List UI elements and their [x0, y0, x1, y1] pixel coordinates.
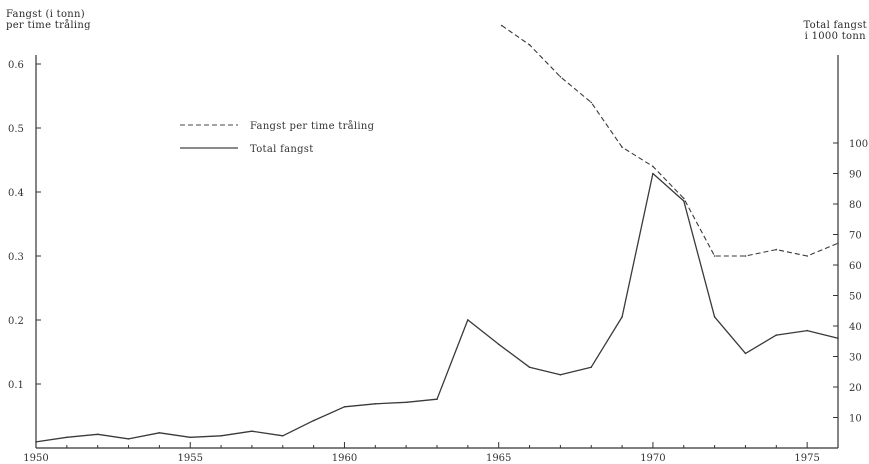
right-y-tick-label-30: 30 — [849, 353, 862, 364]
x-tick-label-1975: 1975 — [794, 453, 819, 464]
series-line-total-fangst — [35, 172, 839, 443]
x-tick-label-1970: 1970 — [640, 453, 665, 464]
point-total-fangst-1960 — [343, 406, 346, 408]
point-fangst-per-time-1975 — [806, 255, 808, 257]
left-y-tick-label-3: 0.4 — [8, 188, 24, 199]
legend: Fangst per time tråling Total fangst — [180, 120, 375, 155]
left-y-tick-label-4: 0.5 — [8, 124, 24, 135]
x-tick-label-1950: 1950 — [23, 453, 48, 464]
right-y-tick-label-90: 90 — [849, 170, 862, 181]
point-total-fangst-1972 — [713, 316, 716, 318]
point-total-fangst-1969 — [621, 316, 623, 318]
left-y-tick-label-0: 0.1 — [8, 380, 24, 391]
point-total-fangst-1970 — [652, 172, 654, 175]
point-fangst-per-time-1970 — [652, 165, 654, 168]
left-y-tick-label-5: 0.6 — [8, 60, 24, 71]
point-fangst-per-time-1965.1 — [501, 24, 503, 27]
point-total-fangst-1955 — [189, 436, 191, 439]
left-y-axis-ticks: 0.1 0.2 0.3 0.4 0.5 0.6 — [8, 60, 41, 391]
right-y-tick-label-100: 100 — [849, 139, 868, 150]
left-y-tick-label-1: 0.2 — [8, 316, 24, 327]
right-y-tick-label-20: 20 — [849, 383, 862, 394]
point-total-fangst-1959 — [312, 419, 315, 422]
point-total-fangst-1957 — [251, 430, 253, 433]
axes — [35, 55, 839, 449]
point-total-fangst-1976 — [837, 337, 839, 340]
point-fangst-per-time-1971 — [683, 197, 685, 200]
point-total-fangst-1973 — [744, 352, 747, 355]
point-fangst-per-time-1968 — [590, 101, 592, 104]
point-total-fangst-1966 — [528, 366, 531, 369]
right-axis-title-line-2: i 1000 tonn — [804, 31, 866, 42]
point-fangst-per-time-1973 — [744, 255, 747, 257]
point-fangst-per-time-1974 — [775, 248, 778, 251]
point-total-fangst-1958 — [282, 435, 284, 437]
left-axis-title-line-1: Fangst (i tonn) — [6, 9, 85, 20]
point-total-fangst-1967 — [559, 374, 562, 376]
point-total-fangst-1952 — [96, 433, 99, 436]
series-layer — [35, 24, 839, 443]
x-tick-label-1955: 1955 — [178, 453, 203, 464]
right-y-tick-label-80: 80 — [849, 200, 862, 211]
point-total-fangst-1964 — [467, 319, 469, 321]
left-axis-title-line-2: per time tråling — [6, 20, 91, 31]
right-y-axis-ticks: 10 20 30 40 50 60 70 80 90 100 — [833, 139, 868, 425]
point-total-fangst-1950 — [35, 441, 37, 443]
legend-label-total-fangst: Total fangst — [250, 144, 314, 155]
point-total-fangst-1968 — [590, 366, 592, 369]
point-fangst-per-time-1972 — [713, 255, 716, 257]
x-axis-ticks: 1950 1955 1960 1965 1970 1975 — [23, 442, 839, 464]
point-fangst-per-time-1976 — [837, 242, 839, 244]
right-y-tick-label-60: 60 — [849, 261, 862, 272]
x-tick-label-1965: 1965 — [486, 453, 511, 464]
point-total-fangst-1961 — [374, 403, 377, 405]
point-total-fangst-1975 — [806, 329, 808, 332]
right-axis-title: Total fangst i 1000 tonn — [803, 20, 867, 42]
point-total-fangst-1953 — [127, 438, 130, 440]
right-y-tick-label-50: 50 — [849, 292, 862, 303]
right-y-tick-label-40: 40 — [849, 322, 862, 333]
point-total-fangst-1965 — [497, 343, 500, 346]
left-y-tick-label-2: 0.3 — [8, 252, 24, 263]
series-line-fangst-per-time — [501, 25, 839, 257]
point-total-fangst-1974 — [775, 334, 778, 336]
point-fangst-per-time-1969 — [621, 146, 623, 148]
right-axis-title-line-1: Total fangst — [803, 20, 867, 31]
x-tick-label-1960: 1960 — [332, 453, 357, 464]
point-total-fangst-1951 — [66, 436, 68, 439]
point-fangst-per-time-1967 — [559, 76, 562, 78]
legend-label-fangst-per-time: Fangst per time tråling — [250, 120, 375, 132]
point-total-fangst-1971 — [683, 200, 685, 202]
point-total-fangst-1963 — [436, 398, 438, 401]
right-y-tick-label-10: 10 — [849, 414, 862, 425]
left-axis-title: Fangst (i tonn) per time tråling — [6, 9, 91, 31]
right-y-tick-label-70: 70 — [849, 231, 862, 242]
point-total-fangst-1954 — [158, 432, 161, 434]
point-total-fangst-1962 — [405, 401, 408, 404]
point-total-fangst-1956 — [220, 435, 222, 437]
point-fangst-per-time-1966 — [528, 44, 531, 46]
